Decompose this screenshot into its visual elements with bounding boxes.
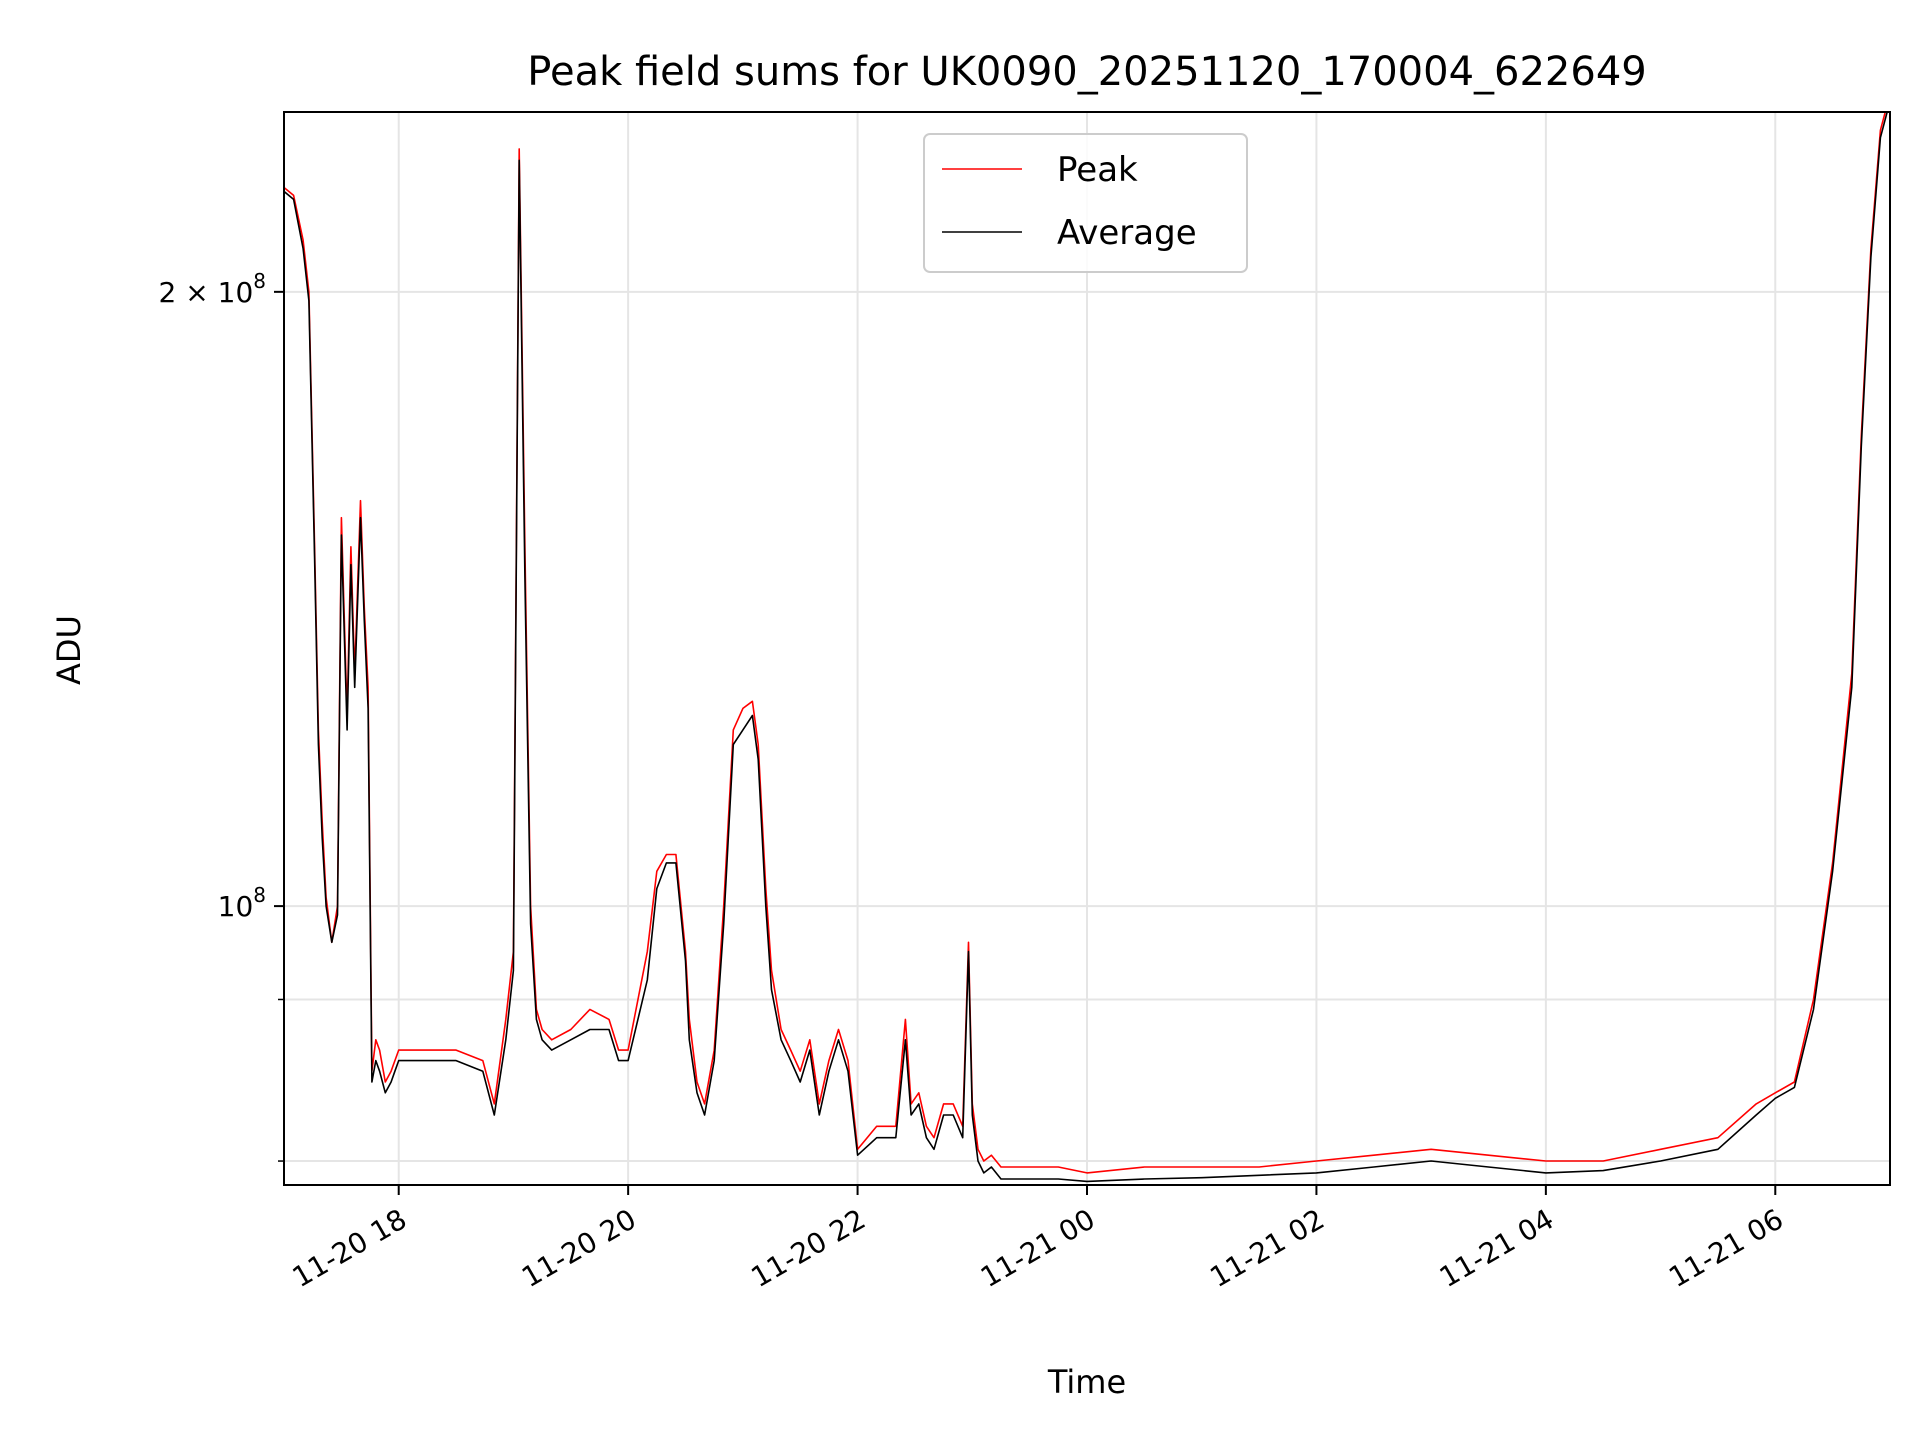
legend-label-peak: Peak	[1057, 150, 1138, 190]
series-layer	[284, 112, 1888, 1183]
x-axis-label: Time	[1047, 1363, 1126, 1401]
y-axis-label: ADU	[50, 615, 88, 685]
series-line-peak	[284, 112, 1887, 1174]
legend: Peak Average	[923, 133, 1248, 273]
y-axis: 108 2 × 108	[159, 269, 284, 1162]
series-line-average	[284, 112, 1888, 1183]
y-tick-label: 2 × 108	[159, 269, 266, 309]
y-tick-label: 108	[218, 883, 266, 923]
legend-label-average: Average	[1057, 213, 1197, 253]
grid-lines	[284, 112, 1890, 1185]
chart-title: Peak field sums for UK0090_20251120_1700…	[527, 49, 1646, 95]
